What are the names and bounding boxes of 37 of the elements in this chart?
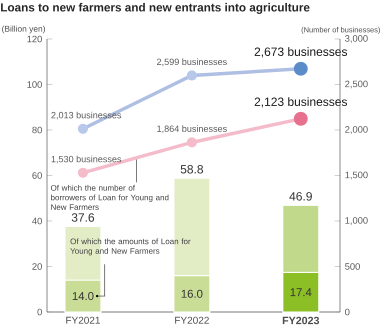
y-tick-label: 80 (32, 126, 42, 134)
total-label: 58.8 (180, 165, 204, 174)
y2-tick-label: 1,000 (345, 217, 368, 225)
data-label: 14.0 (72, 292, 94, 300)
point (186, 137, 197, 148)
y-axis-title: (Billion yen) (2, 26, 45, 34)
data-label: 17.4 (290, 288, 312, 296)
chart-title: Loans to new farmers and new entrants into agriculture (1, 2, 310, 14)
point (186, 70, 197, 81)
y2-tick-label: 3,000 (345, 35, 368, 43)
data-label: 2,123 businesses (254, 97, 348, 108)
y2-tick-label: 2,000 (345, 126, 368, 134)
text: Of which the amounts of Loan for Young and New Farmers (70, 238, 190, 256)
y-tick-label: 0 (37, 308, 42, 316)
data-label: 1,530 businesses (52, 156, 122, 164)
data-label: 2,013 businesses (51, 112, 122, 120)
point (78, 124, 88, 134)
data-label: 1,864 businesses (157, 125, 227, 133)
y-tick-label: 60 (32, 172, 42, 179)
x-tick-label: FY2022 (175, 316, 209, 324)
y2-tick-label: 0 (345, 308, 350, 316)
y-tick-label: 20 (32, 263, 42, 270)
y-tick-label: 120 (27, 36, 42, 42)
text: Of which the number of borrowers of Loan for Young and New Farmers (50, 184, 168, 210)
x-tick-label: FY2023 (282, 316, 320, 324)
y-tick-label: 40 (32, 218, 42, 224)
point (78, 168, 88, 178)
data-label: 2,673 businesses (254, 47, 348, 58)
data-label: 2,599 businesses (157, 58, 227, 66)
total-label: 37.6 (72, 213, 94, 222)
data-label: 16.0 (182, 290, 202, 298)
total-label: 46.9 (289, 192, 312, 201)
y2-tick-label: 2,500 (345, 80, 368, 88)
y-tick-label: 100 (27, 81, 42, 88)
x-tick-label: FY2021 (66, 316, 100, 324)
y2-tick-label: 500 (345, 263, 360, 270)
y2-tick-label: 1,500 (345, 172, 368, 180)
